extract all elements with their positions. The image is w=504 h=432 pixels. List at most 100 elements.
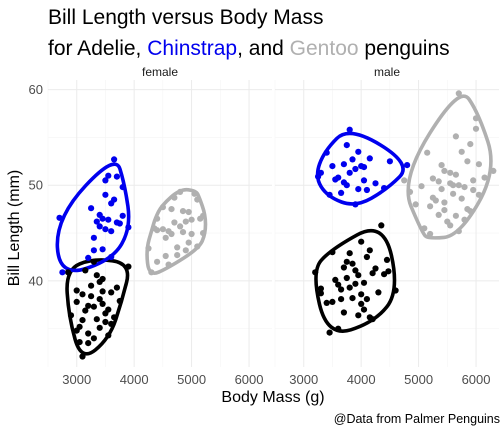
point-gentoo [427,203,434,210]
point-gentoo [447,222,454,229]
point-adelie [385,268,392,275]
point-gentoo [154,215,161,222]
point-chinstrap [346,169,353,176]
x-tick-label: 4000 [120,372,149,387]
point-gentoo [188,216,195,223]
point-gentoo [154,258,161,265]
point-adelie [338,296,345,303]
point-chinstrap [108,228,115,235]
panel-female: female 3000 4000 5000 6000 40 50 60 [29,65,272,387]
point-adelie [335,325,342,332]
point-adelie [383,256,391,263]
x-tick-label: 6000 [462,372,491,387]
point-adelie [352,280,359,287]
point-gentoo [461,216,468,223]
point-adelie [67,312,75,319]
point-chinstrap [352,201,359,208]
point-gentoo [452,212,459,219]
point-chinstrap [360,164,368,171]
point-gentoo [481,174,488,181]
point-adelie [79,317,86,324]
point-chinstrap [119,184,126,191]
point-chinstrap [108,200,115,207]
point-gentoo [418,183,425,190]
x-tick-label: 3000 [289,372,318,387]
point-chinstrap [93,218,100,225]
point-chinstrap [108,253,115,261]
point-chinstrap [102,191,109,198]
point-chinstrap [340,179,347,186]
point-chinstrap [352,165,359,173]
point-adelie [329,298,336,305]
point-adelie [85,330,92,337]
point-gentoo [421,225,428,232]
point-adelie [355,312,362,319]
point-gentoo [185,239,192,246]
x-tick-label: 3000 [62,372,91,387]
point-chinstrap [88,205,95,212]
y-tick-label: 40 [29,273,43,288]
point-gentoo [191,190,198,197]
point-gentoo [174,244,181,251]
point-chinstrap [329,163,336,170]
point-gentoo [168,230,175,238]
subtitle-part-1: Chinstrap [147,37,237,60]
point-gentoo [159,226,166,233]
point-gentoo [179,229,187,236]
point-chinstrap [96,223,103,230]
point-adelie [82,267,89,274]
point-chinstrap [113,173,120,180]
hull-gentoo-male [406,94,493,240]
point-adelie [105,332,112,339]
point-adelie [360,306,368,313]
point-adelie [343,258,350,265]
point-gentoo [429,194,436,201]
x-tick-label: 5000 [404,372,433,387]
point-adelie [375,289,382,296]
point-adelie [349,295,356,302]
point-gentoo [171,194,178,201]
point-chinstrap [366,155,373,162]
point-adelie [90,303,97,310]
point-gentoo [424,149,431,156]
point-gentoo [145,245,152,252]
point-chinstrap [99,246,106,253]
facet-panels: female 3000 4000 5000 6000 40 50 60 male 3000 4000… [29,65,499,387]
point-gentoo [179,208,187,215]
panel-male: male 3000 4000 5000 6000 [274,65,499,387]
caption: @Data from Palmer Penguins [334,412,500,426]
point-chinstrap [116,220,123,227]
point-chinstrap [315,173,322,180]
point-adelie [317,285,324,292]
point-gentoo [406,188,414,195]
point-adelie [378,222,385,229]
point-gentoo [467,208,474,215]
point-chinstrap [323,149,330,156]
point-gentoo [441,199,448,206]
point-adelie [93,316,100,323]
point-gentoo [200,230,207,237]
point-adelie [358,238,365,245]
point-adelie [340,309,347,316]
point-gentoo [455,182,462,189]
point-adelie [93,272,100,279]
point-adelie [317,290,324,297]
point-gentoo [177,188,184,195]
point-adelie [346,250,353,257]
point-gentoo [194,196,201,203]
point-adelie [340,264,347,271]
y-tick-label: 60 [29,82,43,97]
point-adelie [343,274,350,282]
point-chinstrap [360,177,368,184]
subtitle: for Adelie, Chinstrap, and Gentoo pengui… [48,37,450,60]
point-gentoo [472,115,480,122]
point-adelie [102,318,109,326]
point-adelie [88,282,95,289]
strip-label-female: female [142,65,178,79]
point-adelie [358,291,365,298]
point-gentoo [452,133,459,140]
x-axis-title: Body Mass (g) [221,389,324,406]
y-tick-label: 50 [29,178,43,193]
point-adelie [90,335,97,342]
point-adelie [82,307,89,314]
